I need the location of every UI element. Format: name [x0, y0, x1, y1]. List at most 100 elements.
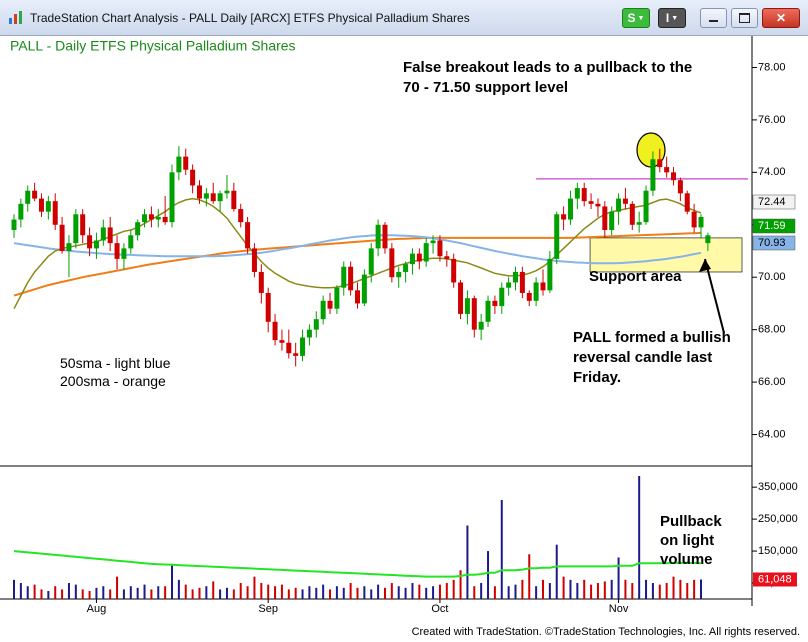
candle-body — [286, 342, 292, 354]
candle — [684, 190, 690, 215]
volume-bar — [26, 586, 29, 599]
candle-body — [100, 227, 106, 241]
price-tag: 70.93 — [752, 235, 796, 251]
candle — [80, 209, 86, 244]
candle-body — [224, 190, 230, 194]
candle — [313, 311, 319, 338]
indicator-i-button[interactable]: I ▼ — [658, 8, 686, 28]
candle — [485, 295, 491, 328]
candle-body — [664, 167, 670, 173]
volume-average-line — [13, 550, 702, 578]
volume-bar — [177, 579, 180, 599]
candle-body — [210, 193, 216, 202]
volume-bar — [541, 579, 544, 599]
candle — [657, 148, 663, 173]
annotation-support-area: Support area — [589, 268, 682, 285]
candle — [231, 182, 237, 212]
volume-bar — [432, 586, 435, 599]
volume-tag: 61,048 — [753, 572, 797, 587]
candle-body — [128, 235, 134, 249]
candle — [66, 235, 72, 278]
candle-body — [382, 224, 388, 249]
candle — [169, 164, 175, 228]
price-tag: 71.59 — [752, 218, 796, 234]
volume-bar — [645, 579, 648, 599]
volume-bar — [377, 584, 380, 599]
candle-body — [588, 201, 594, 204]
volume-bar — [88, 591, 91, 599]
close-icon: ✕ — [775, 11, 787, 25]
candle — [622, 188, 628, 210]
volume-bar — [329, 589, 332, 599]
candle-body — [499, 287, 505, 307]
annotation-reversal-line2: reversal candle last — [573, 349, 712, 366]
volume-bar — [74, 584, 77, 599]
candle — [396, 266, 402, 288]
candle — [513, 266, 519, 291]
strategy-s-button[interactable]: S ▼ — [622, 8, 650, 28]
volume-tick-label: 150,000 — [758, 545, 798, 557]
volume-bar — [590, 584, 593, 599]
candle — [430, 235, 436, 254]
candle-body — [183, 156, 189, 170]
candle-body — [567, 198, 573, 220]
candle — [671, 167, 677, 186]
volume-bar — [301, 589, 304, 599]
volume-bar — [95, 587, 98, 599]
candle — [636, 211, 642, 233]
volume-bar — [67, 583, 70, 599]
candle — [32, 182, 38, 202]
close-button[interactable]: ✕ — [762, 8, 800, 28]
volume-bar — [487, 551, 490, 599]
candle — [616, 193, 622, 225]
annotation-reversal-line3: Friday. — [573, 369, 621, 386]
volume-bar — [610, 579, 613, 599]
candle-body — [327, 300, 333, 309]
candle — [210, 182, 216, 204]
volume-bar — [493, 586, 496, 599]
volume-bar — [390, 583, 393, 599]
candle-body — [334, 287, 340, 309]
candle — [327, 292, 333, 314]
candle-body — [609, 211, 615, 231]
candle-body — [245, 222, 251, 249]
price-tag-label: 70.93 — [758, 237, 786, 249]
candle-body — [403, 264, 409, 272]
candle — [643, 185, 649, 225]
candle — [238, 203, 244, 228]
candle-body — [93, 240, 99, 249]
volume-bar — [322, 584, 325, 599]
candle — [602, 201, 608, 238]
price-tags: 72.44 71.59 70.93 — [752, 194, 796, 251]
volume-bar — [418, 584, 421, 599]
volume-bar — [459, 570, 462, 599]
candle — [306, 324, 312, 346]
price-chart: 78.0076.0074.0072.0070.0068.0066.0064.00… — [0, 36, 808, 626]
candle-body — [306, 329, 312, 338]
candle-body — [121, 248, 127, 259]
volume-bar — [335, 586, 338, 599]
candle-body — [196, 185, 202, 199]
candle-body — [217, 193, 223, 202]
volume-bar — [583, 579, 586, 599]
candle-body — [355, 290, 360, 304]
date-tick-label: Oct — [431, 603, 448, 615]
candle-body — [25, 190, 31, 204]
candle — [389, 243, 395, 283]
volume-bar — [19, 583, 22, 599]
volume-bar — [596, 583, 599, 599]
candle — [251, 243, 257, 278]
candle — [650, 151, 656, 196]
maximize-button[interactable] — [731, 8, 758, 28]
candle-body — [705, 235, 711, 244]
candle-body — [87, 235, 93, 249]
candle — [18, 198, 24, 228]
minimize-button[interactable] — [700, 8, 727, 28]
price-tag: 72.44 — [752, 194, 796, 210]
candle-body — [142, 214, 148, 223]
volume-bar — [308, 586, 311, 599]
candle — [375, 219, 381, 257]
candle — [416, 248, 422, 270]
volume-series — [13, 475, 702, 599]
candle-body — [485, 300, 491, 322]
